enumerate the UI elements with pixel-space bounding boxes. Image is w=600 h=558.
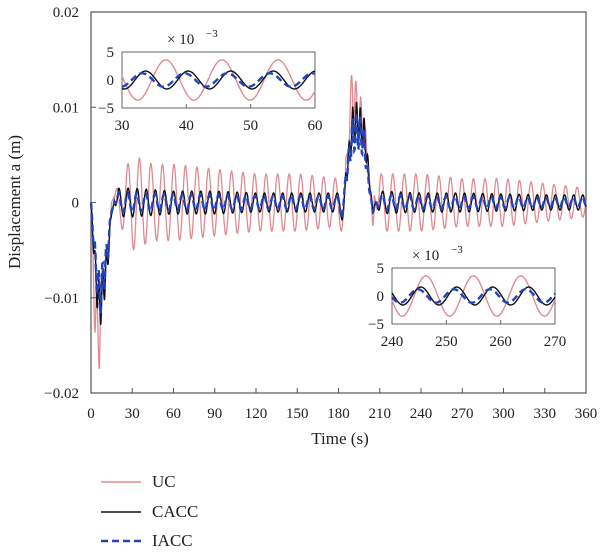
x-tick-label: 30 [125, 406, 140, 422]
inset-y-tick-label: 0 [377, 289, 385, 305]
legend-label-cacc: CACC [152, 502, 198, 521]
inset-bottom-right: × 10 −3 −5 0 5 240 250 260 270 [368, 244, 566, 350]
inset-series-line-iacc [121, 72, 316, 88]
x-tick-label: 120 [245, 406, 268, 422]
legend: UC CACC IACC [101, 472, 198, 550]
y-tick-label: 0.01 [53, 100, 79, 116]
inset-frame [391, 267, 556, 325]
inset-x-tick-label: 260 [489, 334, 512, 350]
inset-x-tick-label: 270 [544, 334, 567, 350]
inset-series-line-cacc [121, 70, 316, 90]
x-tick-label: 360 [575, 406, 598, 422]
inset-top-left: × 10 −3 −5 0 5 30 40 50 60 [98, 28, 322, 134]
x-tick-label: 90 [207, 406, 222, 422]
inset-x-tick-label: 50 [243, 118, 258, 134]
y-tick-label: −0.01 [44, 291, 79, 307]
inset-x-tick-label: 40 [179, 118, 194, 134]
x-tick-label: 330 [534, 406, 557, 422]
y-tick-label: 0.02 [53, 5, 79, 21]
inset-multiplier-exponent: −3 [451, 244, 463, 256]
inset-y-tick-label: 5 [107, 45, 115, 61]
x-tick-label: 150 [286, 406, 309, 422]
x-tick-label: 210 [369, 406, 392, 422]
inset-series-line-uc [121, 59, 316, 101]
main-series-group [89, 75, 588, 370]
series-line-iacc [89, 113, 588, 319]
x-tick-label: 60 [166, 406, 181, 422]
legend-label-iacc: IACC [152, 531, 193, 550]
y-tick-label: 0 [72, 196, 80, 212]
inset-y-tick-label: 5 [377, 261, 385, 277]
inset-series-line-iacc [391, 288, 556, 304]
y-tick-label: −0.02 [44, 386, 79, 402]
inset-x-tick-label: 250 [435, 334, 458, 350]
x-axis-title: Time (s) [311, 429, 368, 448]
inset-y-tick-label: −5 [368, 317, 384, 333]
x-tick-label: 0 [87, 406, 95, 422]
x-tick-label: 270 [451, 406, 474, 422]
inset-multiplier: × 10 [167, 32, 194, 48]
inset-y-tick-label: −5 [98, 101, 114, 117]
inset-x-tick-label: 60 [308, 118, 323, 134]
inset-multiplier: × 10 [412, 248, 439, 264]
inset-x-tick-label: 240 [381, 334, 404, 350]
x-tick-label: 300 [492, 406, 515, 422]
inset-x-tick-label: 30 [115, 118, 130, 134]
inset-series-line-uc [391, 275, 556, 317]
inset-multiplier-exponent: −3 [206, 28, 218, 40]
series-line-uc [90, 75, 587, 370]
main-ticks-group: 0 30 60 90 120 150 180 210 240 270 300 330 360−0.02−… [44, 5, 597, 422]
inset-series-line-cacc [391, 286, 556, 306]
y-axis-title: Displacement a (m) [5, 135, 24, 269]
x-tick-label: 240 [410, 406, 433, 422]
inset-y-tick-label: 0 [107, 73, 115, 89]
x-tick-label: 180 [327, 406, 350, 422]
legend-label-uc: UC [152, 472, 176, 491]
